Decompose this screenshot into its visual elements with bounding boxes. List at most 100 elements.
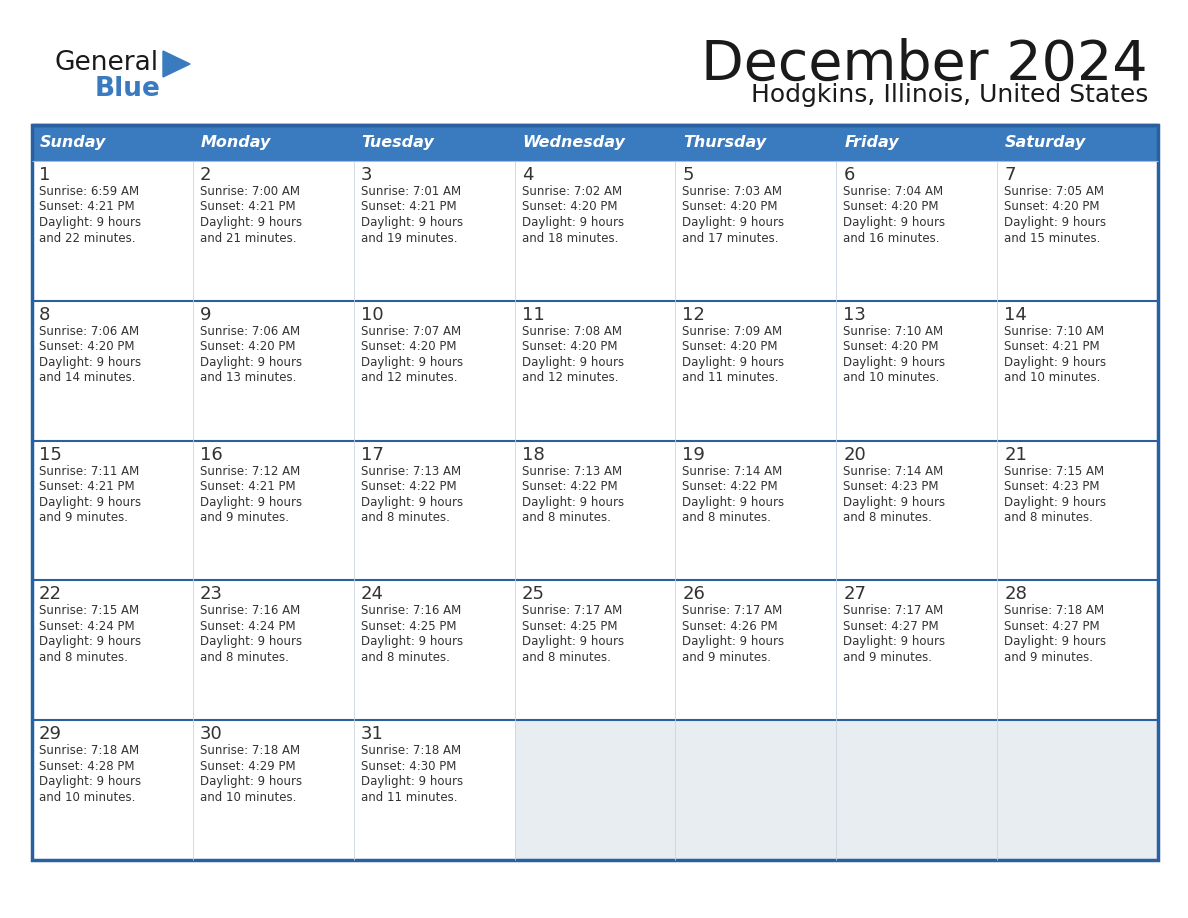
Text: 18: 18	[522, 445, 544, 464]
Text: Daylight: 9 hours: Daylight: 9 hours	[200, 216, 302, 229]
Text: Sunrise: 7:12 AM: Sunrise: 7:12 AM	[200, 465, 301, 477]
Text: Sunset: 4:22 PM: Sunset: 4:22 PM	[361, 480, 456, 493]
Text: Daylight: 9 hours: Daylight: 9 hours	[522, 635, 624, 648]
Bar	[676, 161, 836, 301]
Text: Daylight: 9 hours: Daylight: 9 hours	[361, 356, 463, 369]
Bar	[997, 161, 1158, 301]
Text: and 19 minutes.: and 19 minutes.	[361, 231, 457, 244]
Text: 5: 5	[682, 166, 694, 184]
Text: Daylight: 9 hours: Daylight: 9 hours	[39, 356, 141, 369]
Bar	[997, 580, 1158, 721]
Text: 26: 26	[682, 586, 706, 603]
Text: Daylight: 9 hours: Daylight: 9 hours	[200, 496, 302, 509]
Text: and 10 minutes.: and 10 minutes.	[39, 790, 135, 803]
Text: Sunrise: 7:06 AM: Sunrise: 7:06 AM	[200, 325, 301, 338]
Text: December 2024: December 2024	[701, 38, 1148, 92]
Text: Daylight: 9 hours: Daylight: 9 hours	[843, 356, 946, 369]
Text: 20: 20	[843, 445, 866, 464]
Text: Daylight: 9 hours: Daylight: 9 hours	[361, 775, 463, 789]
Text: 12: 12	[682, 306, 706, 324]
Text: Sunrise: 7:18 AM: Sunrise: 7:18 AM	[1004, 604, 1105, 618]
Text: Daylight: 9 hours: Daylight: 9 hours	[39, 496, 141, 509]
Bar	[192, 125, 354, 161]
Bar	[676, 580, 836, 721]
Bar	[192, 721, 354, 860]
Text: Daylight: 9 hours: Daylight: 9 hours	[361, 635, 463, 648]
Bar	[676, 441, 836, 580]
Text: and 15 minutes.: and 15 minutes.	[1004, 231, 1100, 244]
Bar	[676, 301, 836, 441]
Text: 15: 15	[39, 445, 62, 464]
Text: and 11 minutes.: and 11 minutes.	[361, 790, 457, 803]
Text: Sunset: 4:23 PM: Sunset: 4:23 PM	[1004, 480, 1100, 493]
Text: and 8 minutes.: and 8 minutes.	[522, 511, 611, 524]
Text: and 9 minutes.: and 9 minutes.	[682, 651, 771, 664]
Text: and 18 minutes.: and 18 minutes.	[522, 231, 618, 244]
Text: Daylight: 9 hours: Daylight: 9 hours	[1004, 496, 1106, 509]
Text: Sunset: 4:20 PM: Sunset: 4:20 PM	[522, 200, 617, 214]
Text: Daylight: 9 hours: Daylight: 9 hours	[39, 775, 141, 789]
Text: Daylight: 9 hours: Daylight: 9 hours	[1004, 216, 1106, 229]
Text: and 9 minutes.: and 9 minutes.	[1004, 651, 1093, 664]
Text: and 16 minutes.: and 16 minutes.	[843, 231, 940, 244]
Text: and 8 minutes.: and 8 minutes.	[361, 511, 449, 524]
Bar	[32, 580, 192, 721]
Text: and 9 minutes.: and 9 minutes.	[843, 651, 933, 664]
Text: 4: 4	[522, 166, 533, 184]
Text: Sunrise: 7:06 AM: Sunrise: 7:06 AM	[39, 325, 139, 338]
Text: Sunset: 4:29 PM: Sunset: 4:29 PM	[200, 760, 296, 773]
Text: and 8 minutes.: and 8 minutes.	[843, 511, 933, 524]
Text: 28: 28	[1004, 586, 1026, 603]
Text: Sunrise: 7:18 AM: Sunrise: 7:18 AM	[39, 744, 139, 757]
Text: and 9 minutes.: and 9 minutes.	[200, 511, 289, 524]
Text: Sunset: 4:20 PM: Sunset: 4:20 PM	[682, 200, 778, 214]
Bar	[32, 125, 1158, 860]
Text: Daylight: 9 hours: Daylight: 9 hours	[843, 496, 946, 509]
Bar	[514, 441, 676, 580]
Text: Daylight: 9 hours: Daylight: 9 hours	[1004, 356, 1106, 369]
Bar	[997, 301, 1158, 441]
Text: and 10 minutes.: and 10 minutes.	[843, 371, 940, 385]
Text: Sunset: 4:25 PM: Sunset: 4:25 PM	[361, 620, 456, 633]
Text: Sunset: 4:21 PM: Sunset: 4:21 PM	[39, 200, 134, 214]
Bar	[997, 441, 1158, 580]
Text: Sunset: 4:20 PM: Sunset: 4:20 PM	[522, 341, 617, 353]
Text: Sunrise: 7:10 AM: Sunrise: 7:10 AM	[1004, 325, 1105, 338]
Bar	[192, 441, 354, 580]
Text: Sunrise: 7:18 AM: Sunrise: 7:18 AM	[361, 744, 461, 757]
Bar	[514, 580, 676, 721]
Text: Daylight: 9 hours: Daylight: 9 hours	[843, 635, 946, 648]
Text: Daylight: 9 hours: Daylight: 9 hours	[1004, 635, 1106, 648]
Text: and 8 minutes.: and 8 minutes.	[522, 651, 611, 664]
Text: 14: 14	[1004, 306, 1026, 324]
Text: 25: 25	[522, 586, 544, 603]
Text: Sunrise: 7:17 AM: Sunrise: 7:17 AM	[522, 604, 621, 618]
Text: Saturday: Saturday	[1005, 135, 1086, 150]
Text: Sunrise: 7:15 AM: Sunrise: 7:15 AM	[1004, 465, 1105, 477]
Bar	[32, 441, 192, 580]
Text: Sunrise: 7:10 AM: Sunrise: 7:10 AM	[843, 325, 943, 338]
Bar	[354, 125, 514, 161]
Bar	[354, 301, 514, 441]
Text: and 10 minutes.: and 10 minutes.	[1004, 371, 1100, 385]
Text: 24: 24	[361, 586, 384, 603]
Text: Sunset: 4:21 PM: Sunset: 4:21 PM	[361, 200, 456, 214]
Text: Sunset: 4:20 PM: Sunset: 4:20 PM	[200, 341, 296, 353]
Bar	[997, 721, 1158, 860]
Text: Sunset: 4:20 PM: Sunset: 4:20 PM	[361, 341, 456, 353]
Text: Sunrise: 7:02 AM: Sunrise: 7:02 AM	[522, 185, 621, 198]
Text: Sunrise: 7:08 AM: Sunrise: 7:08 AM	[522, 325, 621, 338]
Bar	[354, 580, 514, 721]
Text: Sunrise: 7:03 AM: Sunrise: 7:03 AM	[682, 185, 783, 198]
Text: Sunrise: 7:00 AM: Sunrise: 7:00 AM	[200, 185, 299, 198]
Text: Sunset: 4:22 PM: Sunset: 4:22 PM	[682, 480, 778, 493]
Text: and 10 minutes.: and 10 minutes.	[200, 790, 296, 803]
Text: Sunday: Sunday	[40, 135, 107, 150]
Bar	[836, 161, 997, 301]
Text: 6: 6	[843, 166, 854, 184]
Text: Daylight: 9 hours: Daylight: 9 hours	[682, 635, 784, 648]
Text: Daylight: 9 hours: Daylight: 9 hours	[682, 356, 784, 369]
Text: 17: 17	[361, 445, 384, 464]
Bar	[676, 721, 836, 860]
Text: 27: 27	[843, 586, 866, 603]
